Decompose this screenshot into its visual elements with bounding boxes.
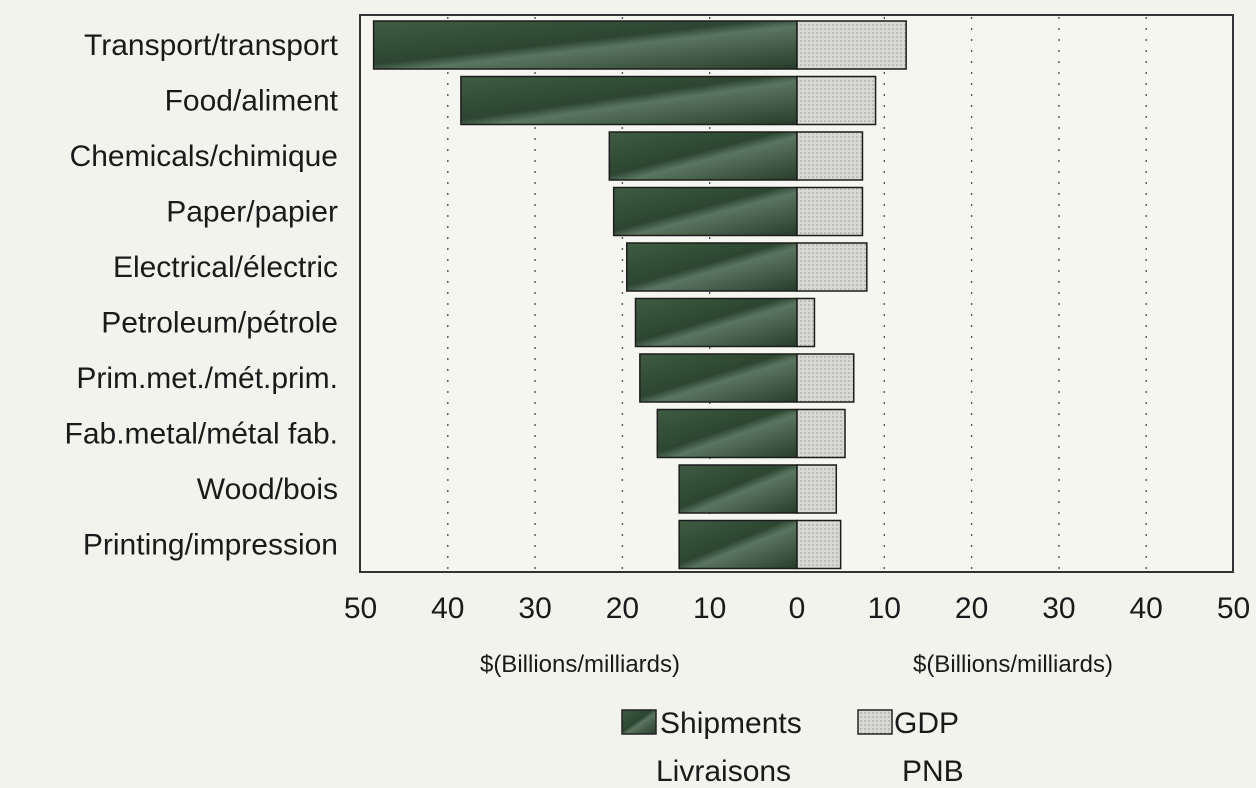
tick-label-right-50: 50: [1217, 592, 1250, 625]
category-label-printing-impression: Printing/impression: [83, 529, 338, 562]
bar-gdp-electrical-lectric: [796, 242, 868, 292]
bar-gdp-paper-papier: [796, 186, 864, 237]
tick-label-left-0: 0: [789, 592, 806, 625]
bar-shipments-petroleum-p-trole: [634, 297, 798, 348]
tick-label-left-40: 40: [431, 592, 464, 625]
bar-shipments-food-aliment: [460, 75, 798, 126]
bar-shipments-fab-metal-m-tal-fab: [656, 408, 798, 459]
bar-shipments-prim-met-m-t-prim: [639, 353, 798, 403]
category-label-transport-transport: Transport/transport: [84, 29, 339, 62]
category-label-fab-metal-m-tal-fab: Fab.metal/métal fab.: [65, 418, 338, 451]
tick-label-right-40: 40: [1130, 592, 1163, 625]
bar-shipments-printing-impression: [678, 519, 798, 570]
bar-gdp-petroleum-p-trole: [796, 297, 816, 348]
tick-label-right-30: 30: [1042, 592, 1075, 625]
category-labels: Transport/transport Food/aliment Chemicals…: [65, 29, 339, 562]
bar-gdp-fab-metal-m-tal-fab: [796, 408, 846, 459]
category-label-prim-met-m-t-prim: Prim.met./mét.prim.: [76, 362, 338, 395]
tick-labels: 50 40 30 20 10 0 10 20 30 40 50: [344, 592, 1250, 625]
tick-label-right-10: 10: [868, 592, 901, 625]
tick-label-left-50: 50: [344, 592, 377, 625]
x-axis-label-left: $(Billions/milliards): [480, 651, 680, 678]
gridlines: [447, 17, 1147, 570]
category-label-electrical-lectric: Electrical/électric: [113, 251, 338, 284]
tick-label-left-30: 30: [518, 592, 551, 625]
legend-label-shipments: Shipments: [660, 707, 802, 740]
bar-gdp-printing-impression: [796, 519, 842, 570]
legend: Shipments Livraisons GDP PNB: [621, 707, 964, 788]
legend-label-gdp: GDP: [894, 707, 959, 740]
bar-gdp-transport-transport: [796, 20, 907, 70]
bar-gdp-prim-met-m-t-prim: [796, 353, 855, 403]
bar-shipments-wood-bois: [678, 464, 798, 514]
legend-swatch-shipments: [621, 709, 657, 735]
bar-shipments-paper-papier: [612, 186, 798, 237]
legend-label-pnb: PNB: [902, 755, 964, 788]
category-label-chemicals-chimique: Chemicals/chimique: [70, 140, 338, 173]
bar-gdp-wood-bois: [796, 464, 838, 514]
category-label-petroleum-p-trole: Petroleum/pétrole: [101, 307, 338, 340]
category-label-wood-bois: Wood/bois: [197, 473, 338, 506]
tick-label-right-20: 20: [955, 592, 988, 625]
bar-shipments-chemicals-chimique: [608, 131, 798, 181]
bar-gdp-chemicals-chimique: [796, 131, 864, 181]
bar-shipments-electrical-lectric: [626, 242, 798, 292]
bar-shipments-transport-transport: [372, 20, 798, 70]
bars: [372, 20, 907, 570]
bar-gdp-food-aliment: [796, 75, 877, 126]
tick-label-left-10: 10: [693, 592, 726, 625]
legend-label-livraisons: Livraisons: [656, 755, 791, 788]
x-axis-label-right: $(Billions/milliards): [913, 651, 1113, 678]
category-label-paper-papier: Paper/papier: [166, 196, 338, 229]
category-label-food-aliment: Food/aliment: [165, 85, 339, 118]
legend-swatch-gdp: [857, 709, 893, 735]
tick-label-left-20: 20: [606, 592, 639, 625]
